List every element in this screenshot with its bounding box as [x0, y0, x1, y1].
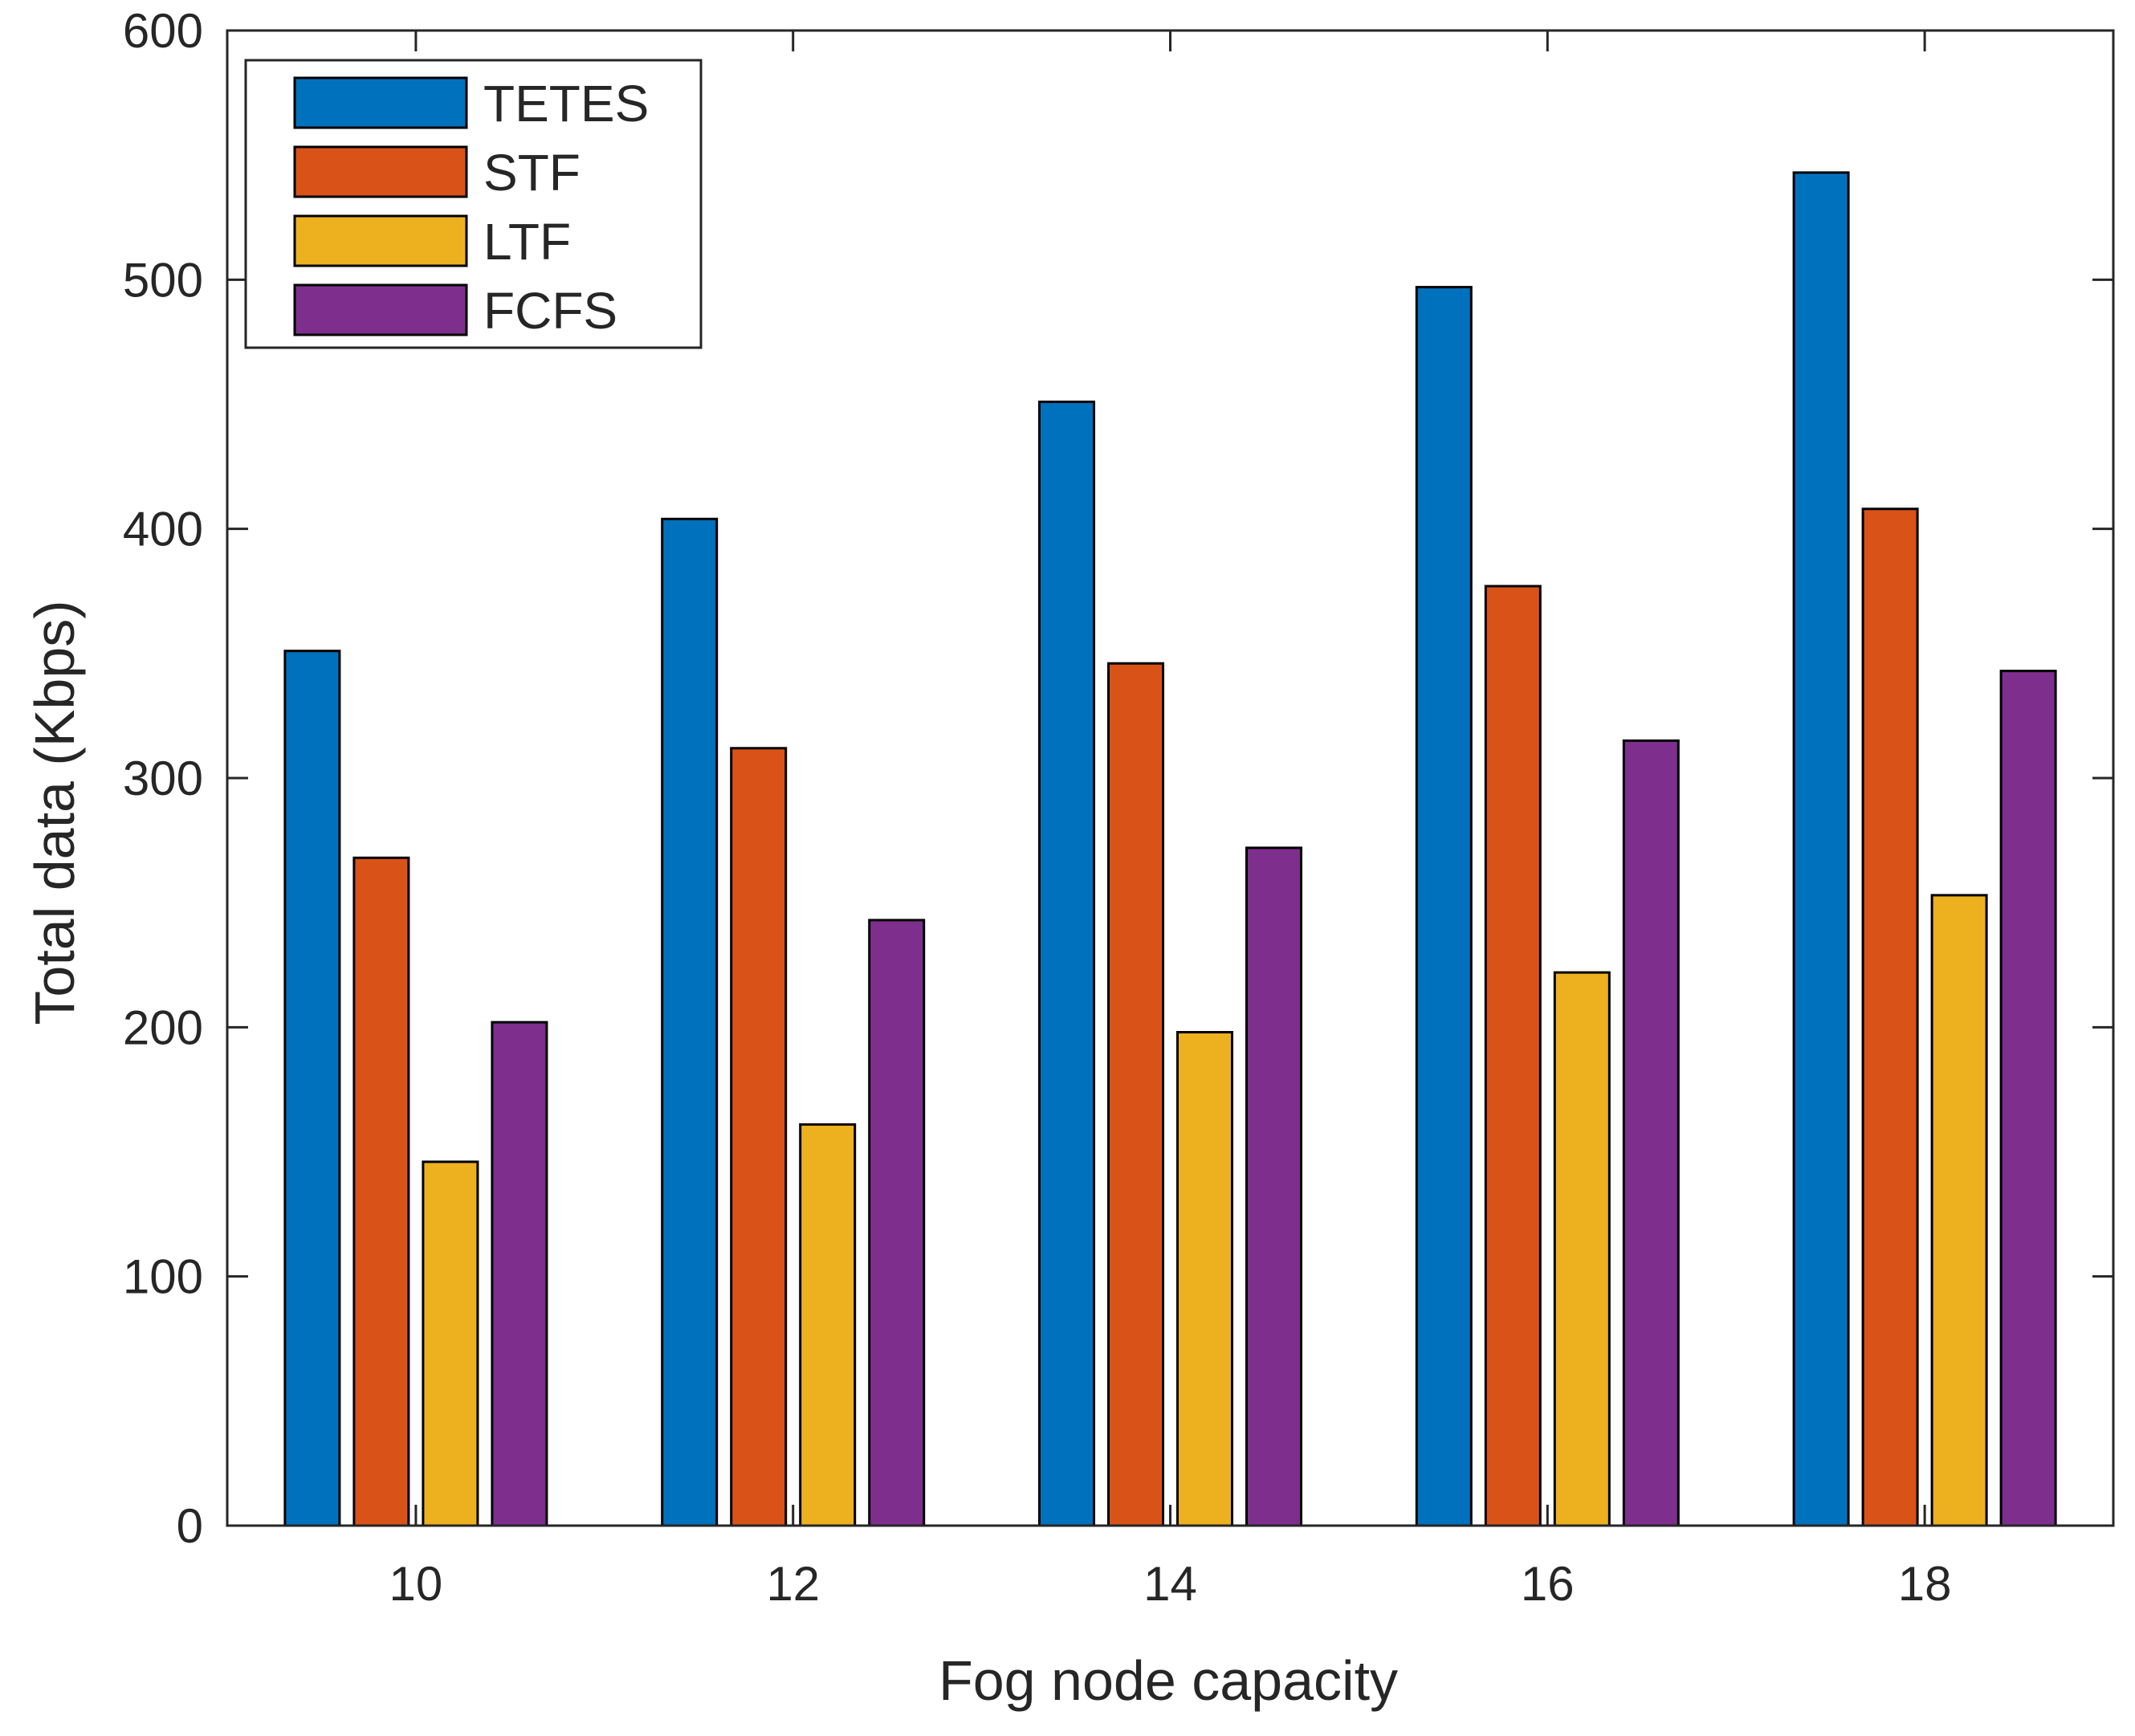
bar-fcfs-12 — [868, 919, 926, 1527]
bar-ltf-16 — [1553, 971, 1611, 1527]
y-tick-label-100: 100 — [123, 1250, 203, 1304]
bar-fcfs-18 — [1999, 670, 2057, 1527]
x-tick-label-10: 10 — [389, 1557, 443, 1611]
y-tick-label-400: 400 — [123, 503, 203, 556]
y-tick-label-0: 0 — [177, 1499, 203, 1553]
bars-layer — [283, 171, 2057, 1527]
bar-stf-16 — [1484, 585, 1542, 1527]
bar-ltf-12 — [799, 1123, 857, 1527]
bar-tetes-10 — [283, 650, 341, 1527]
y-axis-title: Total data (Kbps) — [23, 600, 86, 1025]
bar-tetes-18 — [1792, 171, 1850, 1527]
legend-swatch-ltf — [293, 214, 468, 267]
x-tick-label-16: 16 — [1521, 1557, 1575, 1611]
bar-stf-12 — [730, 747, 788, 1527]
x-tick-label-12: 12 — [766, 1557, 820, 1611]
bar-stf-18 — [1861, 507, 1919, 1527]
bar-fcfs-14 — [1245, 846, 1302, 1527]
legend-swatch-tetes — [293, 76, 468, 129]
legend-label-tetes: TETES — [483, 75, 649, 132]
y-tick-label-300: 300 — [123, 752, 203, 805]
legend-swatch-fcfs — [293, 283, 468, 336]
bar-stf-14 — [1107, 662, 1164, 1527]
bar-stf-10 — [352, 856, 410, 1527]
x-axis-title: Fog node capacity — [939, 1649, 1398, 1712]
legend-label-stf: STF — [483, 144, 581, 202]
legend: TETES STF LTF FCFS — [244, 59, 703, 349]
bar-tetes-12 — [661, 517, 719, 1527]
bar-ltf-18 — [1930, 894, 1988, 1527]
y-tick-label-200: 200 — [123, 1000, 203, 1054]
legend-swatch-stf — [293, 145, 468, 198]
y-tick-label-600: 600 — [123, 4, 203, 58]
legend-label-fcfs: FCFS — [483, 282, 617, 340]
bar-ltf-14 — [1176, 1031, 1233, 1527]
axes-layer: 0 100 200 300 400 500 600 10 12 14 16 18 — [123, 4, 2115, 1611]
bar-tetes-14 — [1038, 400, 1095, 1527]
bar-fcfs-16 — [1622, 739, 1680, 1527]
bar-tetes-16 — [1415, 286, 1473, 1527]
x-tick-label-18: 18 — [1898, 1557, 1952, 1611]
bar-ltf-10 — [422, 1160, 479, 1527]
bar-fcfs-10 — [491, 1021, 548, 1527]
y-tick-label-500: 500 — [123, 253, 203, 307]
legend-label-ltf: LTF — [483, 213, 571, 271]
x-tick-label-14: 14 — [1143, 1557, 1197, 1611]
